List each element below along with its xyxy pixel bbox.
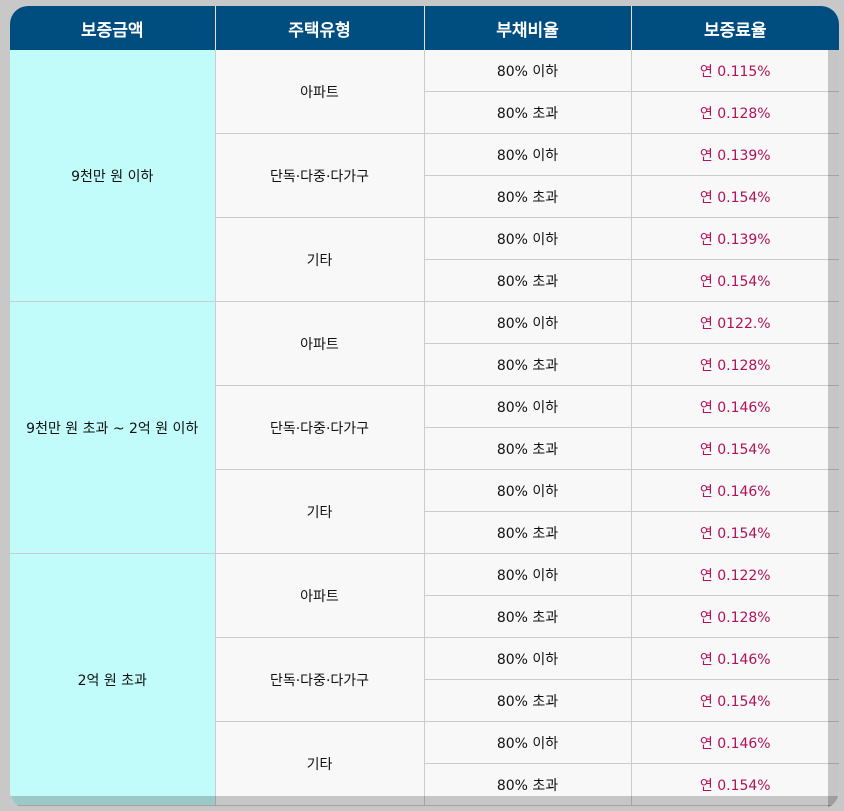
table-row: 2억 원 초과 아파트 80% 이하 연 0.122% (10, 553, 839, 806)
guarantee-rate-cell: 연 0.128% (630, 343, 839, 386)
table-row: 단독·다중·다가구 80% 이하 연 0.146% (10, 385, 839, 470)
table-row: 단독·다중·다가구 80% 이하 연 0.139% (10, 133, 839, 218)
debt-ratio-cell: 80% 초과 (423, 595, 631, 638)
housing-type-cell: 기타 (214, 217, 424, 302)
guarantee-rate-cell: 연 0.146% (630, 637, 839, 680)
debt-ratio-cell: 80% 이하 (423, 217, 631, 260)
guarantee-rate-cell: 연 0.115% (630, 50, 839, 92)
table-row: 80% 초과 연 0.154% (10, 175, 839, 218)
debt-ratio-cell: 80% 초과 (423, 679, 631, 722)
debt-ratio-cell: 80% 이하 (423, 50, 631, 92)
rate-table-panel: 보증금액 주택유형 부채비율 보증료율 9천만 원 이하 아파트 80% 이하 연 0… (10, 6, 839, 809)
guarantee-rate-cell: 연 0.154% (630, 679, 839, 722)
housing-type-cell: 단독·다중·다가구 (214, 385, 424, 470)
housing-type-cell: 아파트 (214, 553, 424, 638)
guarantee-rate-cell: 연 0.128% (630, 595, 839, 638)
debt-ratio-cell: 80% 초과 (423, 511, 631, 554)
guarantee-rate-cell: 연 0.154% (630, 511, 839, 554)
guarantee-rate-cell: 연 0.154% (630, 427, 839, 470)
housing-type-cell: 아파트 (214, 50, 424, 134)
debt-ratio-cell: 80% 이하 (423, 385, 631, 428)
table-row: 80% 초과 연 0.154% (10, 259, 839, 302)
guarantee-fee-table: 보증금액 주택유형 부채비율 보증료율 9천만 원 이하 아파트 80% 이하 연 0… (10, 6, 839, 806)
debt-ratio-cell: 80% 초과 (423, 91, 631, 134)
debt-ratio-cell: 80% 이하 (423, 553, 631, 596)
debt-ratio-cell: 80% 이하 (423, 133, 631, 176)
guarantee-rate-cell: 연 0.146% (630, 721, 839, 764)
table-row: 기타 80% 이하 연 0.139% (10, 217, 839, 302)
table-header-row: 보증금액 주택유형 부채비율 보증료율 (10, 6, 839, 50)
guarantee-rate-cell: 연 0.154% (630, 259, 839, 302)
guarantee-amount-cell: 9천만 원 초과 ~ 2억 원 이하 (10, 301, 215, 554)
guarantee-rate-cell: 연 0.139% (630, 133, 839, 176)
debt-ratio-cell: 80% 이하 (423, 469, 631, 512)
debt-ratio-cell: 80% 이하 (423, 637, 631, 680)
table-row: 80% 초과 연 0.128% (10, 91, 839, 134)
debt-ratio-cell: 80% 초과 (423, 763, 631, 806)
guarantee-amount-cell: 2억 원 초과 (10, 553, 215, 806)
housing-type-cell: 아파트 (214, 301, 424, 386)
header-debt-ratio: 부채비율 (423, 6, 631, 50)
table-body: 9천만 원 이하 아파트 80% 이하 연 0.115% 80% 초과 연 0.128% 단… (10, 50, 839, 806)
table-row: 단독·다중·다가구 80% 이하 연 0.146% (10, 637, 839, 722)
housing-type-cell: 기타 (214, 469, 424, 554)
guarantee-rate-cell: 연 0.146% (630, 469, 839, 512)
table-row: 9천만 원 이하 아파트 80% 이하 연 0.115% (10, 50, 839, 302)
table-row: 80% 초과 연 0.154% (10, 679, 839, 722)
table-row: 80% 초과 연 0.128% (10, 343, 839, 386)
debt-ratio-cell: 80% 초과 (423, 427, 631, 470)
housing-type-cell: 기타 (214, 721, 424, 806)
debt-ratio-cell: 80% 이하 (423, 301, 631, 344)
guarantee-amount-cell: 9천만 원 이하 (10, 50, 215, 302)
table-row: 80% 초과 연 0.154% (10, 511, 839, 554)
guarantee-rate-cell: 연 0.146% (630, 385, 839, 428)
housing-type-cell: 단독·다중·다가구 (214, 133, 424, 218)
housing-type-cell: 단독·다중·다가구 (214, 637, 424, 722)
guarantee-rate-cell: 연 0.154% (630, 763, 839, 806)
guarantee-rate-cell: 연 0.128% (630, 91, 839, 134)
guarantee-rate-cell: 연 0.122% (630, 553, 839, 596)
debt-ratio-cell: 80% 초과 (423, 175, 631, 218)
table-row: 9천만 원 초과 ~ 2억 원 이하 아파트 80% 이하 연 0122.% (10, 301, 839, 554)
guarantee-rate-cell: 연 0122.% (630, 301, 839, 344)
table-row: 기타 80% 이하 연 0.146% (10, 469, 839, 554)
debt-ratio-cell: 80% 초과 (423, 343, 631, 386)
guarantee-rate-cell: 연 0.139% (630, 217, 839, 260)
debt-ratio-cell: 80% 초과 (423, 259, 631, 302)
header-guarantee-rate: 보증료율 (630, 6, 839, 50)
table-row: 기타 80% 이하 연 0.146% (10, 721, 839, 806)
guarantee-rate-cell: 연 0.154% (630, 175, 839, 218)
table-row: 80% 초과 연 0.154% (10, 427, 839, 470)
table-row: 80% 초과 연 0.128% (10, 595, 839, 638)
table-row: 80% 초과 연 0.154% (10, 763, 839, 806)
header-housing-type: 주택유형 (214, 6, 424, 50)
debt-ratio-cell: 80% 이하 (423, 721, 631, 764)
header-guarantee-amount: 보증금액 (10, 6, 215, 50)
